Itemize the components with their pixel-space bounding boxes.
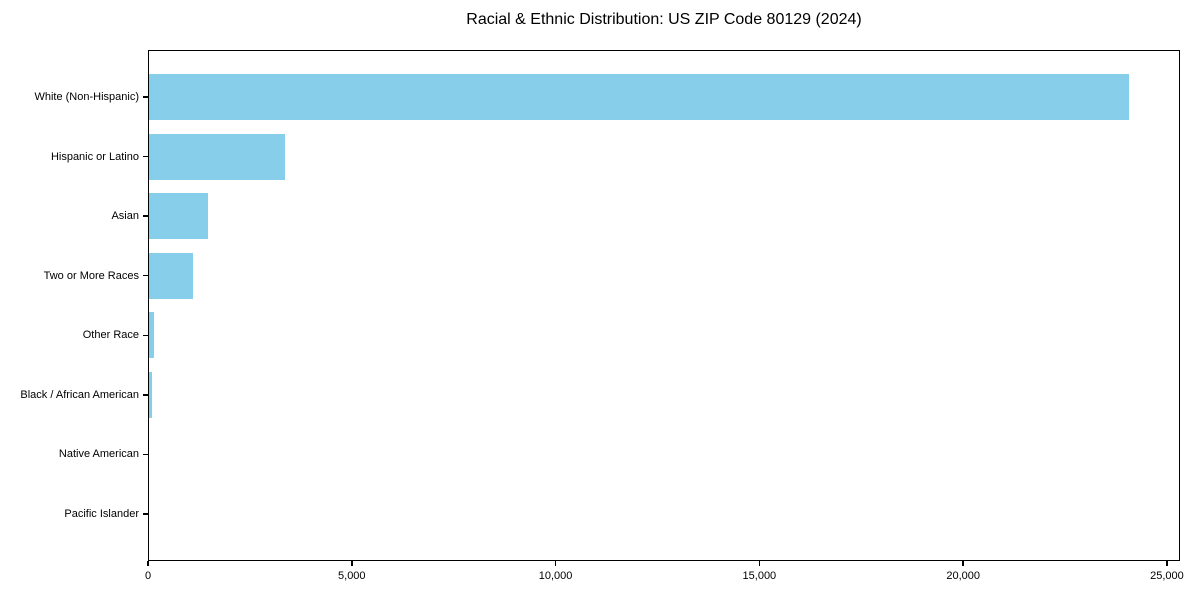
y-tick-mark — [143, 394, 148, 396]
x-tick-label: 25,000 — [1150, 570, 1184, 582]
x-tick-label: 10,000 — [538, 570, 573, 582]
bar-hispanic-or-latino — [148, 133, 285, 180]
y-tick-mark — [143, 96, 148, 98]
y-tick-label-pacific-islander: Pacific Islander — [64, 507, 139, 520]
bar-asian — [148, 193, 208, 240]
x-tick-mark — [554, 561, 557, 566]
bar-other-race — [148, 312, 154, 359]
x-tick-mark — [1166, 561, 1168, 566]
x-tick-mark — [147, 561, 149, 566]
y-tick-mark — [143, 453, 148, 456]
y-tick-label-black-african-american: Black / African American — [20, 388, 139, 401]
y-tick-label-two-or-more-races: Two or More Races — [43, 269, 139, 282]
chart-title: Racial & Ethnic Distribution: US ZIP Cod… — [466, 11, 862, 28]
x-tick-mark — [962, 561, 964, 566]
y-tick-mark — [143, 334, 148, 337]
y-tick-mark — [143, 513, 148, 515]
x-tick-mark — [351, 561, 353, 566]
plot-area — [148, 50, 1180, 561]
bar-two-or-more-races — [148, 252, 193, 299]
y-tick-mark — [143, 215, 148, 217]
x-tick-label: 15,000 — [742, 570, 777, 582]
bar-white-non-hispanic — [148, 74, 1130, 121]
x-tick-label: 5,000 — [338, 570, 366, 582]
x-tick-label: 0 — [144, 570, 152, 582]
y-tick-mark — [143, 155, 148, 158]
y-tick-label-white-non-hispanic: White (Non-Hispanic) — [34, 91, 139, 104]
y-tick-label-other-race: Other Race — [82, 329, 139, 342]
y-tick-mark — [143, 274, 148, 277]
x-tick-label: 20,000 — [946, 570, 980, 582]
y-tick-label-hispanic-or-latino: Hispanic or Latino — [50, 150, 139, 163]
x-tick-mark — [758, 561, 761, 566]
y-tick-label-asian: Asian — [111, 210, 139, 223]
bar-black-african-american — [148, 371, 153, 418]
y-tick-label-native-american: Native American — [58, 448, 139, 461]
